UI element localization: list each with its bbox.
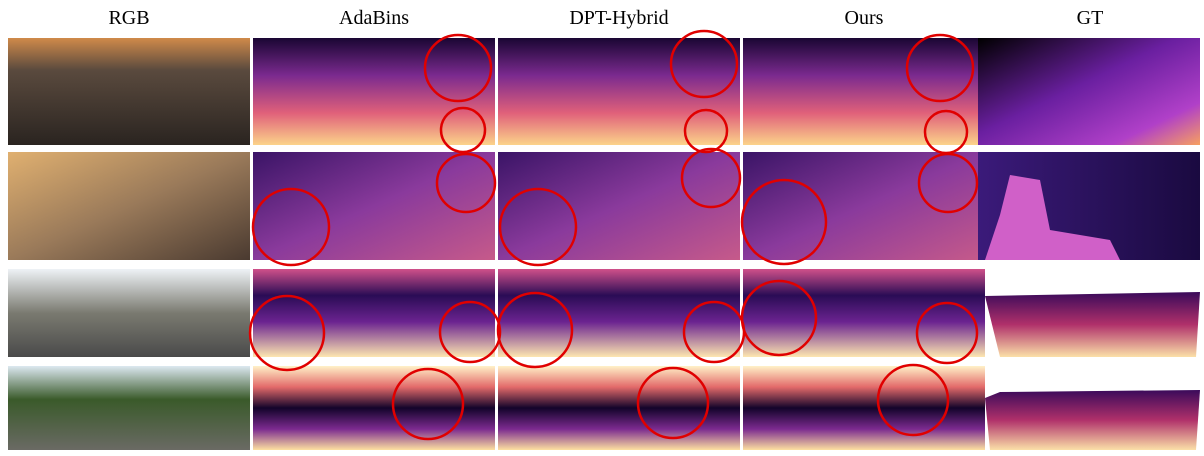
column-header: GT: [1077, 7, 1104, 29]
image: [743, 269, 985, 357]
highlight-circle: [915, 301, 979, 365]
image: [985, 390, 1200, 450]
row: [8, 38, 1200, 145]
row: [8, 269, 1200, 357]
column-header: Ours: [845, 7, 884, 29]
row: [8, 152, 1200, 260]
image: [743, 38, 985, 145]
highlight-circle: [435, 152, 497, 214]
image: [8, 269, 250, 357]
image: [743, 366, 985, 450]
image: [498, 269, 740, 357]
column-header: AdaBins: [339, 7, 409, 29]
image: [498, 366, 740, 450]
image: [253, 152, 495, 260]
image: [253, 366, 495, 450]
highlight-circle: [423, 33, 493, 103]
column-header: RGB: [108, 7, 149, 29]
highlight-circle: [876, 363, 950, 437]
image: [8, 152, 250, 260]
row: [8, 366, 1200, 450]
image: [8, 38, 250, 145]
highlight-circle: [917, 152, 979, 214]
highlight-circle: [905, 33, 975, 103]
image: [253, 38, 495, 145]
highlight-circle: [438, 300, 502, 364]
highlight-circle: [680, 147, 742, 209]
highlight-circle: [636, 366, 710, 440]
highlight-circle: [740, 178, 828, 266]
image: [978, 38, 1200, 145]
highlight-circles: [248, 29, 979, 441]
highlight-circle: [669, 29, 739, 99]
image-figure: [985, 175, 1120, 260]
column-header: DPT-Hybrid: [569, 7, 668, 29]
highlight-circle: [496, 291, 574, 369]
image: [253, 269, 495, 357]
highlight-circle: [439, 106, 487, 154]
highlight-circle: [251, 187, 331, 267]
highlight-circle: [683, 108, 729, 154]
highlight-circle: [248, 294, 326, 372]
highlight-circle: [740, 279, 818, 357]
image: [498, 38, 740, 145]
image: [985, 292, 1200, 357]
highlight-circle: [391, 367, 465, 441]
image: [8, 366, 250, 450]
image: [743, 152, 985, 260]
highlight-circle: [498, 187, 578, 267]
